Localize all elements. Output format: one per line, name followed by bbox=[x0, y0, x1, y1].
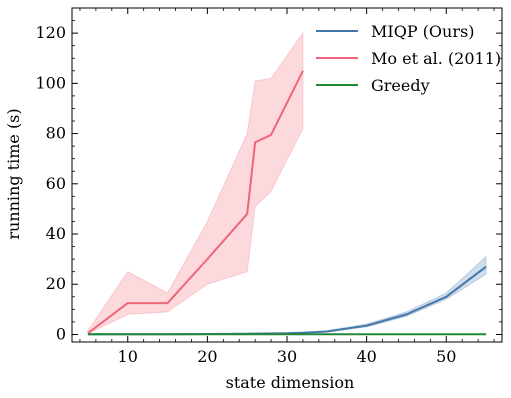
x-tick-label: 10 bbox=[118, 347, 138, 366]
x-tick-label: 40 bbox=[356, 347, 376, 366]
y-tick-label: 120 bbox=[35, 23, 66, 42]
y-axis-label: running time (s) bbox=[4, 108, 23, 239]
y-tick-label: 0 bbox=[56, 324, 66, 343]
x-tick-label: 30 bbox=[277, 347, 297, 366]
x-axis-label: state dimension bbox=[226, 373, 355, 392]
series-lines bbox=[87, 70, 487, 336]
y-tick-label: 40 bbox=[46, 224, 66, 243]
legend-label: Mo et al. (2011) bbox=[371, 49, 501, 68]
legend: MIQP (Ours) Mo et al. (2011) Greedy bbox=[316, 22, 501, 95]
x-tick-label: 50 bbox=[436, 347, 456, 366]
y-tick-label: 60 bbox=[46, 174, 66, 193]
legend-label: Greedy bbox=[371, 76, 430, 95]
y-tick-label: 100 bbox=[35, 73, 66, 92]
legend-label: MIQP (Ours) bbox=[371, 22, 474, 41]
y-tick-label: 20 bbox=[46, 274, 66, 293]
mo-et-al-2011-band bbox=[87, 31, 304, 335]
mo-et-al-2011-line bbox=[87, 70, 304, 335]
axes: 10 20 30 40 50 0 20 40 60 80 100 120 bbox=[35, 7, 503, 366]
x-tick-label: 20 bbox=[197, 347, 217, 366]
y-tick-label: 80 bbox=[46, 124, 66, 143]
